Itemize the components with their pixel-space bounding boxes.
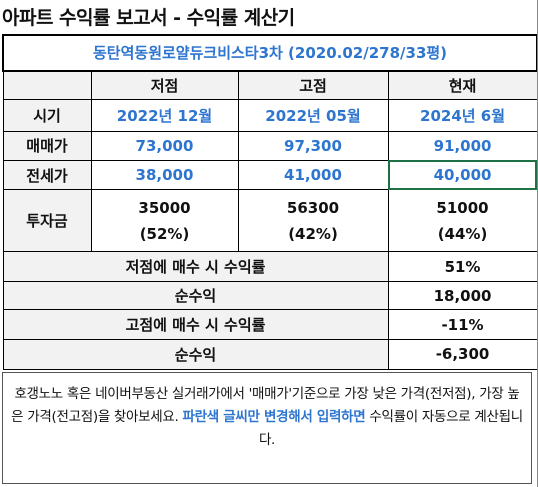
period-low-cell[interactable]: 2022년 12월: [90, 99, 239, 132]
sale-now-cell[interactable]: 91,000: [387, 130, 538, 161]
summary-label-low-return: 저점에 매수 시 수익률: [2, 250, 389, 283]
period-label: 시기: [2, 99, 92, 132]
summary-value-low-return[interactable]: 51%: [387, 250, 538, 283]
summary-value-low-profit[interactable]: 18,000: [387, 281, 538, 311]
summary-value-high-profit[interactable]: -6,300: [387, 338, 538, 371]
invest-high-amount: 56300: [286, 198, 340, 217]
invest-high-cell[interactable]: 56300 (42%): [237, 189, 389, 252]
invest-label: 투자금: [2, 189, 92, 252]
period-now-cell[interactable]: 2024년 6월: [387, 99, 538, 132]
page-title: 아파트 수익률 보고서 - 수익률 계산기: [2, 7, 295, 29]
instruction-text-1: 호갱노노 혹은 네이버부동산 실거래가에서 '매매가'기준으로 가장 낮은 가격…: [11, 386, 520, 425]
period-high-cell[interactable]: 2022년 05월: [237, 99, 389, 132]
invest-now-cell[interactable]: 51000 (44%): [387, 189, 538, 252]
jeonse-low-cell[interactable]: 38,000: [90, 159, 239, 191]
invest-low-cell[interactable]: 35000 (52%): [90, 189, 239, 252]
calculator-table: 동탄역동원로얄듀크비스타3차 (2020.02/278/33평) 저점 고점 현…: [1, 34, 538, 371]
instruction-note: 호갱노노 혹은 네이버부동산 실거래가에서 '매매가'기준으로 가장 낮은 가격…: [2, 372, 532, 484]
invest-now-ratio: (44%): [437, 224, 488, 243]
header-low: 저점: [90, 70, 239, 101]
instruction-highlight: 파란색 글씨만 변경해서 입력하면: [182, 409, 366, 425]
header-now: 현재: [387, 70, 538, 101]
jeonse-now-cell[interactable]: 40,000: [387, 159, 538, 191]
invest-low-ratio: (52%): [139, 224, 190, 243]
sale-low-cell[interactable]: 73,000: [90, 130, 239, 161]
sale-high-cell[interactable]: 97,300: [237, 130, 389, 161]
invest-high-ratio: (42%): [288, 224, 338, 243]
jeonse-label: 전세가: [2, 159, 92, 191]
summary-label-high-return: 고점에 매수 시 수익률: [2, 309, 389, 340]
summary-label-high-profit: 순수익: [2, 338, 389, 371]
invest-now-amount: 51000: [436, 198, 489, 217]
header-high: 고점: [237, 70, 389, 101]
summary-label-low-profit: 순수익: [2, 281, 389, 311]
jeonse-high-cell[interactable]: 41,000: [237, 159, 389, 191]
summary-value-high-return[interactable]: -11%: [387, 309, 538, 340]
instruction-text-2: 수익률이 자동으로 계산됩니다.: [258, 409, 523, 448]
invest-low-amount: 35000: [138, 198, 191, 217]
sale-label: 매매가: [2, 130, 92, 161]
header-empty-cell: [2, 70, 92, 101]
subtitle-cell: 동탄역동원로얄듀크비스타3차 (2020.02/278/33평): [1, 34, 538, 72]
